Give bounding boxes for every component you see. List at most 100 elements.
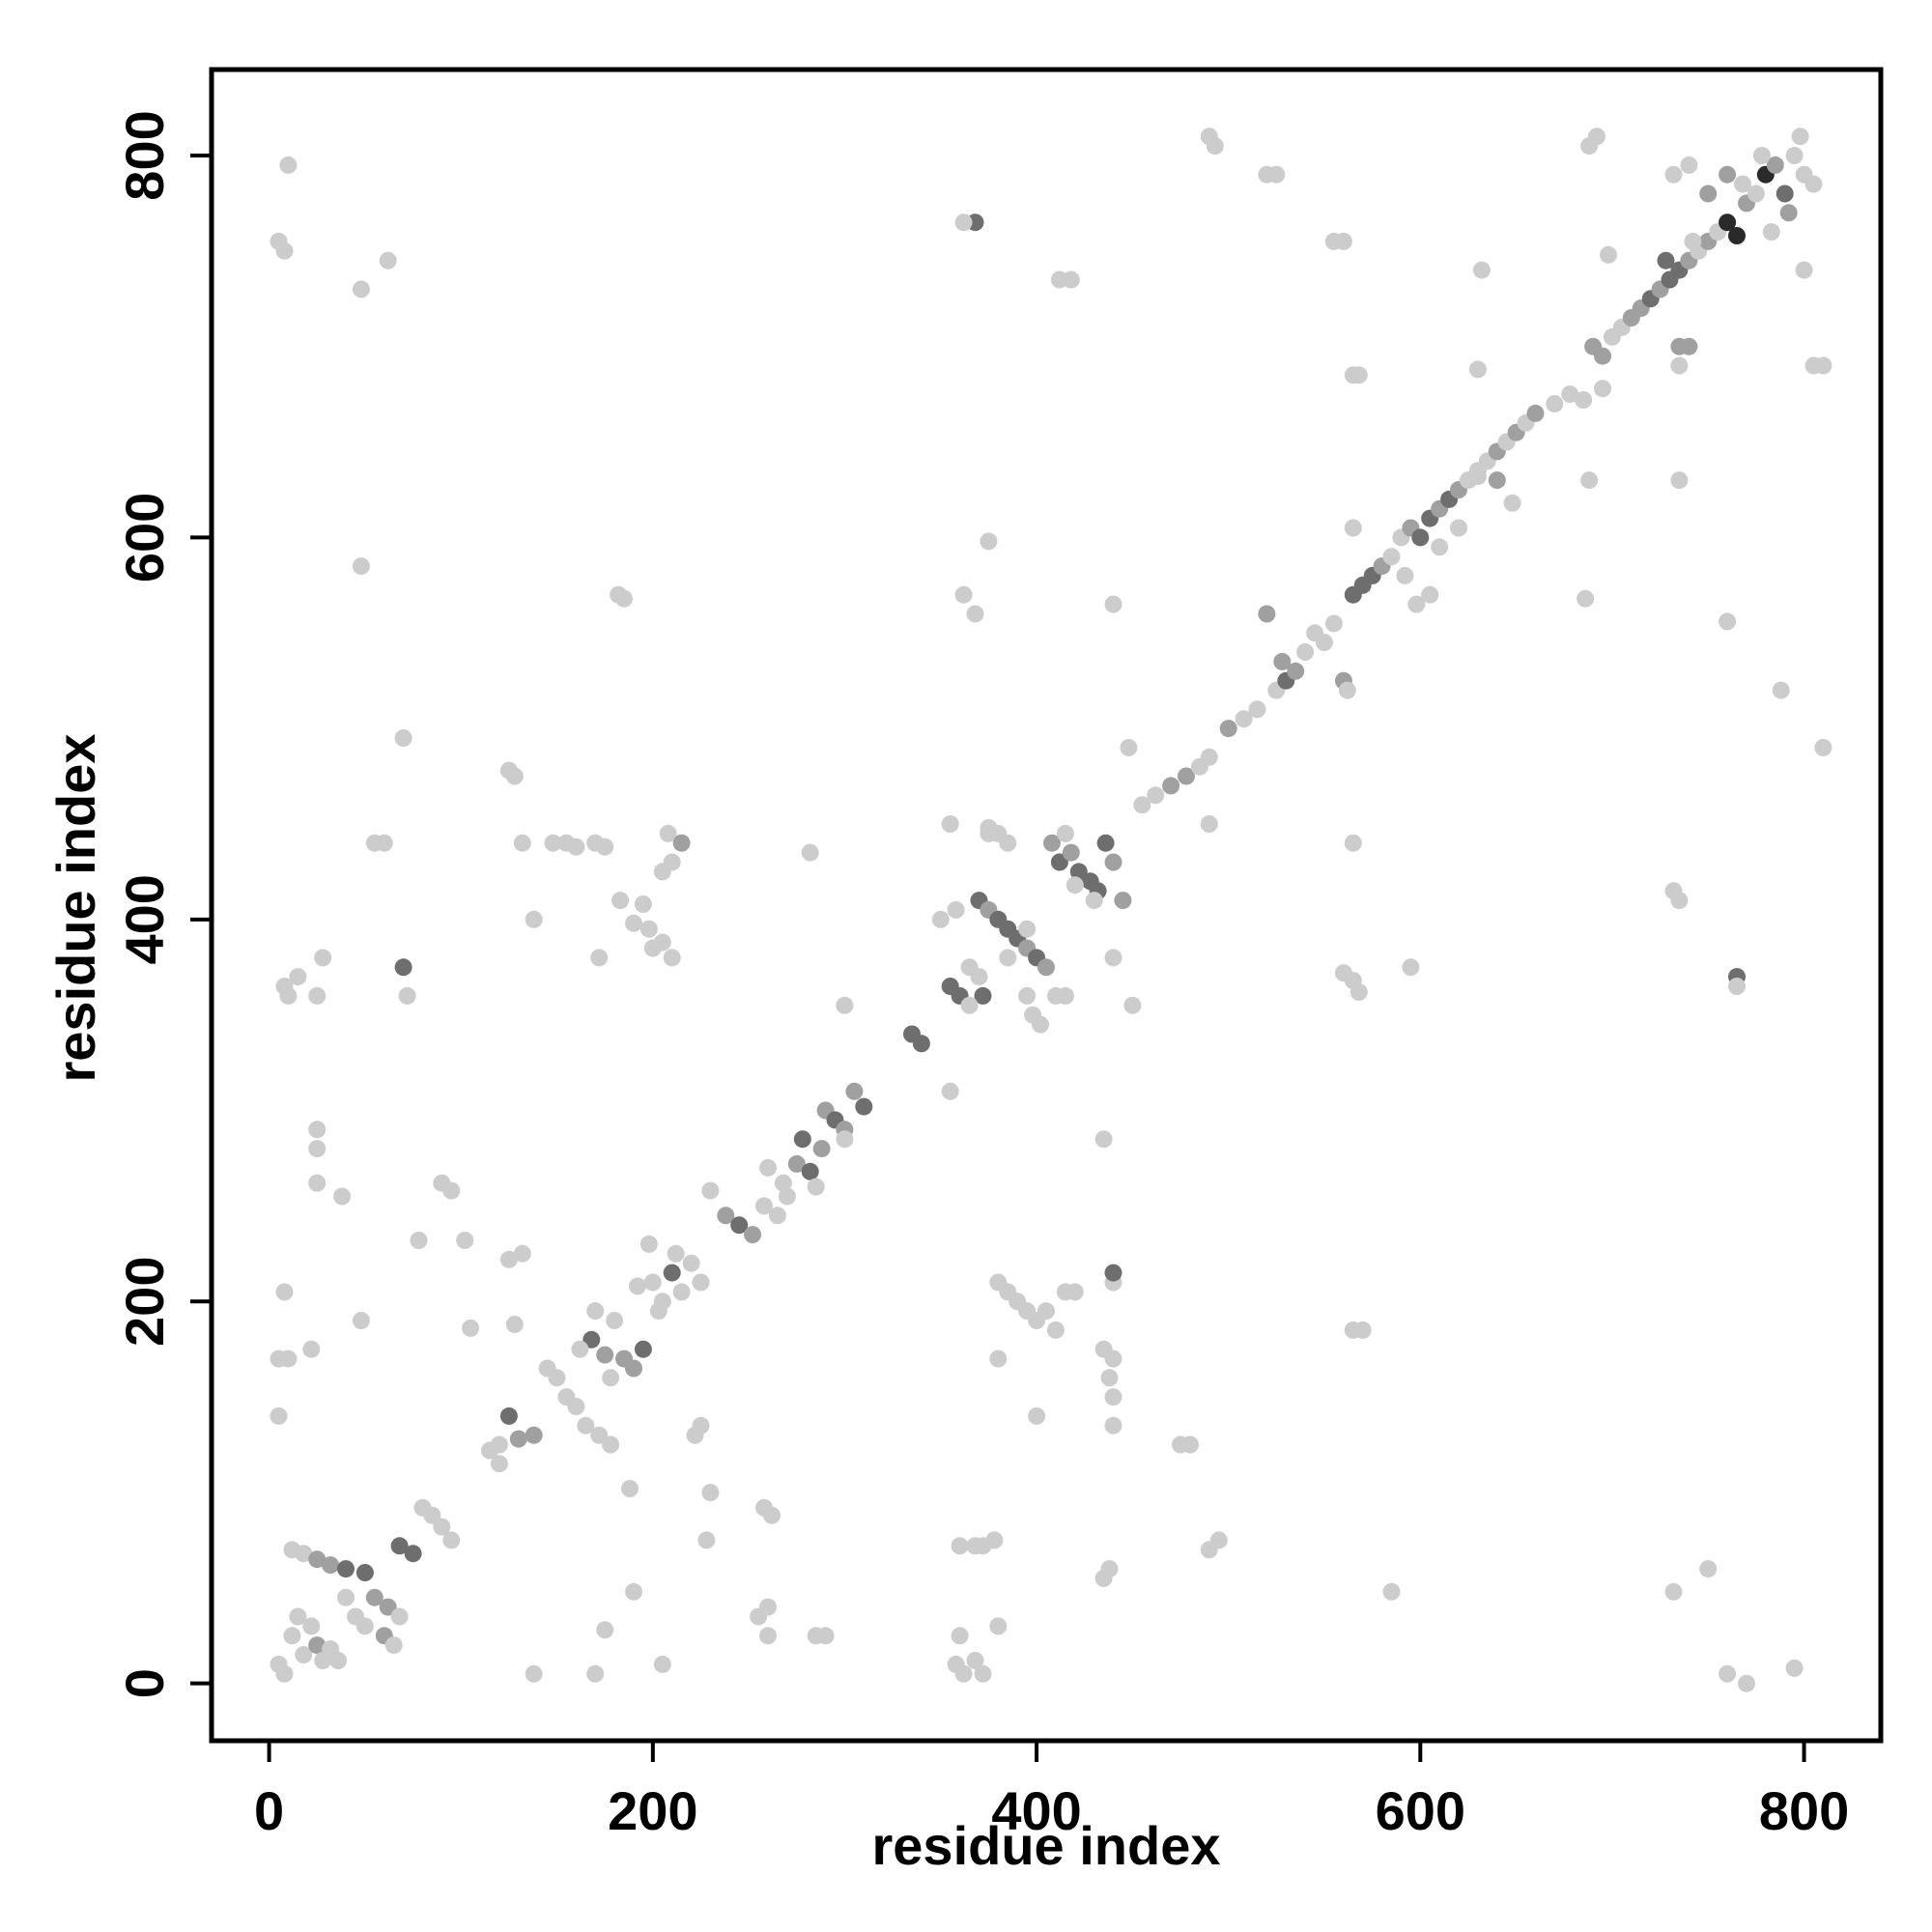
data-point <box>1104 1388 1122 1406</box>
data-point <box>596 1621 614 1639</box>
data-point <box>1350 983 1368 1001</box>
data-point <box>653 933 671 952</box>
data-point <box>947 900 965 919</box>
data-point <box>308 1550 327 1569</box>
data-point <box>275 1283 294 1301</box>
data-point <box>1580 137 1599 156</box>
data-point <box>1670 892 1689 910</box>
data-point <box>525 1426 543 1444</box>
data-point <box>701 1484 720 1501</box>
data-point <box>513 834 531 852</box>
data-point <box>1382 548 1401 566</box>
data-point <box>759 1158 777 1177</box>
data-point <box>525 1664 543 1683</box>
data-point <box>1056 986 1074 1005</box>
y-tick-label: 0 <box>114 1668 175 1698</box>
data-point <box>1546 395 1564 412</box>
data-point <box>1580 471 1599 490</box>
data-point <box>586 1302 605 1321</box>
data-point <box>375 834 393 852</box>
data-point <box>314 949 332 967</box>
y-tick-label: 800 <box>114 110 175 200</box>
data-point <box>1085 892 1103 910</box>
data-point <box>499 1250 518 1268</box>
data-point <box>951 1627 969 1645</box>
data-point <box>611 892 630 910</box>
data-point <box>1065 876 1084 895</box>
plot-frame <box>209 67 1884 1744</box>
data-point <box>365 1588 384 1606</box>
data-point <box>1719 612 1737 631</box>
data-point <box>379 251 397 270</box>
data-point <box>390 1537 409 1555</box>
data-point <box>1785 147 1804 164</box>
data-point <box>768 1207 786 1225</box>
data-point <box>423 1506 441 1524</box>
data-point <box>954 585 973 604</box>
data-point <box>275 242 294 260</box>
data-point <box>590 1426 609 1444</box>
data-point <box>352 280 370 298</box>
data-point <box>701 1181 720 1200</box>
data-point <box>1018 986 1037 1005</box>
data-point <box>1728 227 1746 244</box>
data-point <box>845 1082 864 1100</box>
data-points <box>270 128 1833 1692</box>
data-point <box>1684 232 1702 250</box>
data-point <box>1104 853 1122 871</box>
y-axis-title: residue index <box>45 733 106 1082</box>
data-point <box>1069 863 1088 881</box>
data-point <box>954 213 973 232</box>
data-point <box>1200 815 1218 833</box>
data-point <box>1747 185 1765 203</box>
data-point <box>1762 223 1780 242</box>
data-point <box>1032 1015 1049 1034</box>
data-point <box>686 1426 704 1444</box>
data-point <box>672 1283 691 1301</box>
data-point <box>1324 614 1343 633</box>
data-point <box>275 1664 294 1683</box>
data-point <box>590 949 609 967</box>
data-point <box>1680 156 1698 174</box>
data-point <box>322 1556 340 1575</box>
data-point <box>951 1537 969 1555</box>
data-point <box>966 605 984 623</box>
data-point <box>1594 380 1611 398</box>
data-point <box>295 1646 313 1663</box>
data-point <box>567 838 585 856</box>
data-point <box>717 1207 735 1225</box>
data-point <box>1738 1674 1755 1692</box>
data-point <box>404 1545 422 1563</box>
data-point <box>667 1244 685 1263</box>
data-point <box>1200 748 1218 766</box>
data-point <box>1804 175 1823 193</box>
data-point <box>283 1627 301 1645</box>
data-point <box>596 838 614 856</box>
data-point <box>289 1607 307 1626</box>
data-point <box>931 910 950 928</box>
data-point <box>816 1627 835 1645</box>
data-point <box>1785 1659 1804 1677</box>
data-point <box>1719 213 1737 232</box>
data-point <box>1664 165 1683 184</box>
data-point <box>571 1340 589 1358</box>
data-point <box>308 1140 327 1158</box>
data-point <box>329 1652 348 1669</box>
data-point <box>1468 468 1487 486</box>
data-point <box>308 1121 327 1139</box>
data-point <box>1776 185 1794 203</box>
data-point <box>1123 996 1142 1014</box>
data-point <box>966 1652 984 1669</box>
data-point <box>1670 356 1689 375</box>
data-point <box>394 729 412 747</box>
data-point <box>1670 471 1689 490</box>
data-point <box>974 986 992 1005</box>
data-point <box>1719 1664 1737 1683</box>
data-point <box>308 986 327 1005</box>
data-point <box>352 1312 370 1329</box>
data-point <box>302 1340 321 1358</box>
data-point <box>1353 1321 1372 1339</box>
data-point <box>1468 360 1487 379</box>
data-point <box>1046 1321 1065 1339</box>
